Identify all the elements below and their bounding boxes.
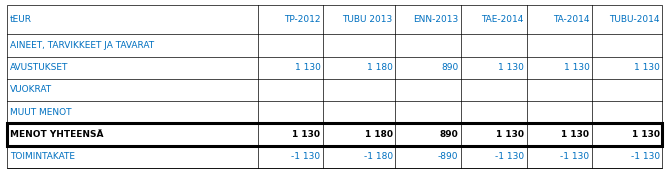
- Text: TUBU-2014: TUBU-2014: [609, 15, 660, 24]
- Text: 890: 890: [441, 63, 458, 72]
- Text: 1 130: 1 130: [496, 130, 524, 139]
- Text: tEUR: tEUR: [10, 15, 32, 24]
- Text: MENOT YHTEENSÄ: MENOT YHTEENSÄ: [10, 130, 104, 139]
- Text: -1 130: -1 130: [630, 152, 660, 161]
- Text: 1 130: 1 130: [294, 63, 320, 72]
- Text: AVUSTUKSET: AVUSTUKSET: [10, 63, 68, 72]
- Text: -890: -890: [438, 152, 458, 161]
- Text: 1 130: 1 130: [634, 63, 660, 72]
- Text: TA-2014: TA-2014: [553, 15, 589, 24]
- Text: -1 130: -1 130: [560, 152, 589, 161]
- Text: TP-2012: TP-2012: [284, 15, 320, 24]
- Text: -1 130: -1 130: [494, 152, 524, 161]
- Bar: [7, 123, 662, 145]
- Text: 1 130: 1 130: [561, 130, 589, 139]
- Text: -1 180: -1 180: [363, 152, 393, 161]
- Text: 1 130: 1 130: [292, 130, 320, 139]
- Text: -1 130: -1 130: [291, 152, 320, 161]
- Text: VUOKRAT: VUOKRAT: [10, 85, 52, 94]
- Text: 1 180: 1 180: [365, 130, 393, 139]
- Text: TUBU 2013: TUBU 2013: [343, 15, 393, 24]
- Text: ENN-2013: ENN-2013: [413, 15, 458, 24]
- Text: 1 130: 1 130: [632, 130, 660, 139]
- Text: 890: 890: [440, 130, 458, 139]
- Text: TOIMINTAKATE: TOIMINTAKATE: [10, 152, 75, 161]
- Text: MUUT MENOT: MUUT MENOT: [10, 108, 72, 117]
- Text: AINEET, TARVIKKEET JA TAVARAT: AINEET, TARVIKKEET JA TAVARAT: [10, 41, 154, 50]
- Text: 1 130: 1 130: [563, 63, 589, 72]
- Text: TAE-2014: TAE-2014: [482, 15, 524, 24]
- Text: 1 130: 1 130: [498, 63, 524, 72]
- Text: 1 180: 1 180: [367, 63, 393, 72]
